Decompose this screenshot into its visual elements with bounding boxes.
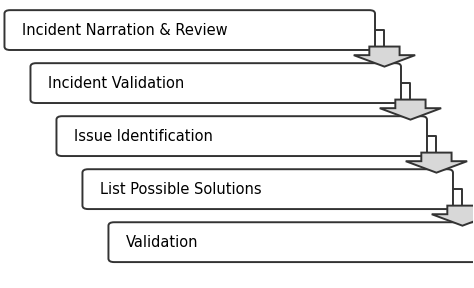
Text: Incident Validation: Incident Validation	[48, 75, 184, 91]
FancyBboxPatch shape	[30, 63, 401, 103]
Polygon shape	[354, 47, 415, 67]
Polygon shape	[380, 100, 441, 120]
Text: Incident Narration & Review: Incident Narration & Review	[22, 22, 228, 37]
FancyBboxPatch shape	[82, 169, 453, 209]
FancyBboxPatch shape	[56, 116, 427, 156]
FancyBboxPatch shape	[4, 10, 375, 50]
Polygon shape	[432, 206, 474, 226]
Text: Issue Identification: Issue Identification	[74, 129, 213, 144]
Text: Validation: Validation	[126, 235, 199, 250]
Polygon shape	[406, 153, 467, 173]
Text: List Possible Solutions: List Possible Solutions	[100, 182, 262, 197]
FancyBboxPatch shape	[109, 222, 474, 262]
